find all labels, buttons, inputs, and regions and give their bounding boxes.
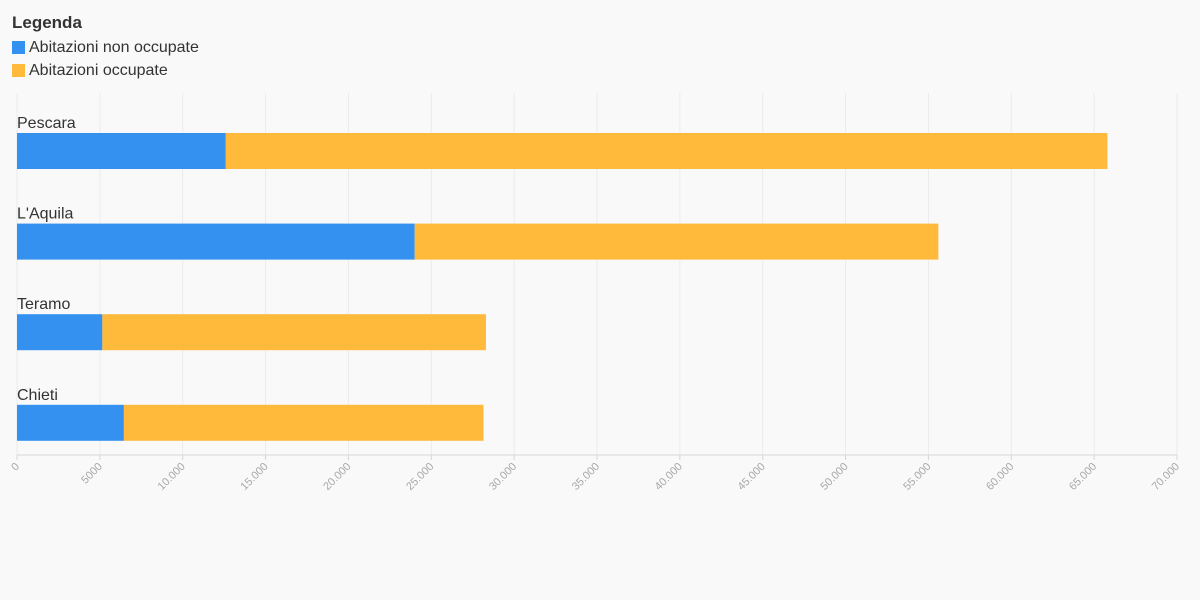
x-tick-label: 20.000	[321, 461, 353, 493]
bar-segment	[17, 404, 124, 441]
x-tick-label: 25.000	[404, 461, 436, 493]
legend-item-non-occupate: Abitazioni non occupate	[12, 36, 199, 59]
category-label: Pescara	[17, 115, 76, 132]
legend-swatch-occupate	[12, 64, 25, 77]
x-tick-label: 70.000	[1150, 461, 1182, 493]
x-tick-label: 35.000	[570, 461, 602, 493]
category-label: L'Aquila	[17, 206, 74, 223]
legend-item-occupate: Abitazioni occupate	[12, 59, 199, 82]
x-tick-label: 5000	[79, 461, 105, 487]
bar-segment	[17, 223, 415, 260]
x-tick-label: 10.000	[156, 461, 188, 493]
bar-segment	[17, 314, 103, 351]
bar-segment	[17, 133, 226, 169]
legend-label-non-occupate: Abitazioni non occupate	[29, 39, 199, 56]
legend: Legenda Abitazioni non occupate Abitazio…	[12, 12, 199, 82]
x-tick-label: 15.000	[238, 461, 270, 493]
category-label: Teramo	[17, 296, 70, 313]
x-tick-label: 65.000	[1067, 461, 1099, 493]
x-tick-label: 30.000	[487, 461, 519, 493]
x-tick-label: 55.000	[901, 461, 933, 493]
bar-segment	[102, 314, 486, 351]
bar-segment	[414, 223, 939, 260]
bar-segment	[225, 133, 1108, 169]
x-tick-label: 50.000	[818, 461, 850, 493]
legend-title: Legenda	[12, 13, 82, 32]
bar-segment	[123, 404, 484, 441]
x-tick-label: 40.000	[653, 461, 685, 493]
legend-label-occupate: Abitazioni occupate	[29, 62, 168, 79]
x-tick-label: 0	[9, 461, 22, 474]
x-tick-label: 45.000	[736, 461, 768, 493]
category-label: Chieti	[17, 387, 58, 404]
legend-swatch-non-occupate	[12, 41, 25, 54]
x-tick-label: 60.000	[984, 461, 1016, 493]
